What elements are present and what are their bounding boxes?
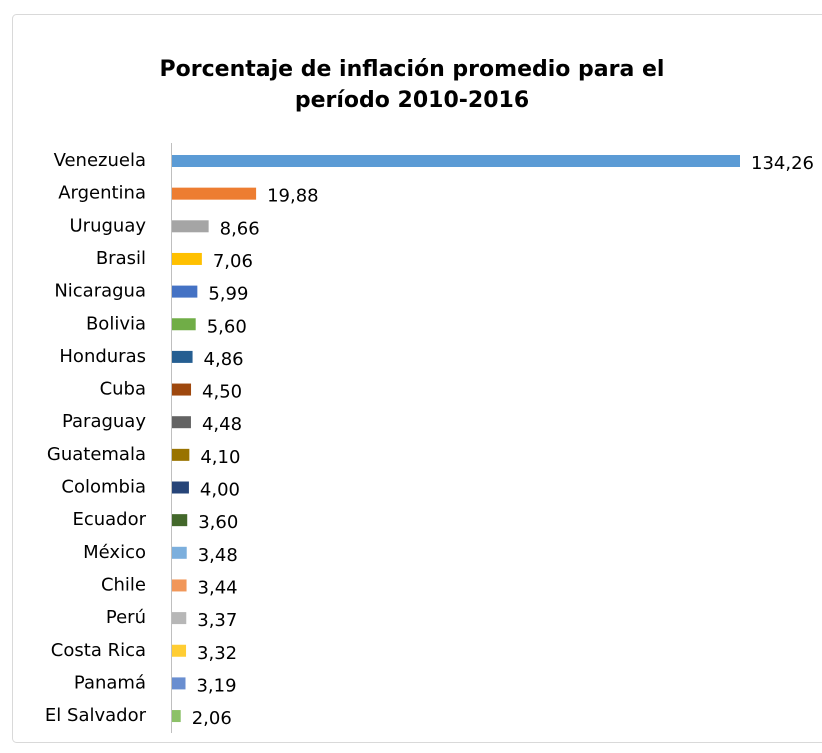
bar xyxy=(172,318,196,331)
bar xyxy=(172,448,190,461)
value-label: 3,44 xyxy=(198,577,238,598)
category-label: Uruguay xyxy=(70,215,147,236)
value-label: 4,86 xyxy=(204,349,244,370)
value-label: 3,32 xyxy=(197,643,237,664)
bar xyxy=(172,285,198,298)
bar xyxy=(172,514,188,527)
value-label: 134,26 xyxy=(751,153,814,174)
bar xyxy=(172,252,202,265)
value-label: 7,06 xyxy=(213,251,253,272)
category-label: Cuba xyxy=(100,379,146,400)
chart-title: Porcentaje de inflación promedio para el… xyxy=(159,57,665,113)
bar xyxy=(172,481,189,494)
bar xyxy=(172,350,193,363)
category-label: Ecuador xyxy=(72,509,146,530)
category-label: Panamá xyxy=(74,672,146,693)
value-label: 4,00 xyxy=(200,480,240,501)
bar xyxy=(172,383,192,396)
category-label: Argentina xyxy=(58,183,146,204)
category-label: Perú xyxy=(106,607,146,628)
value-label: 2,06 xyxy=(192,708,232,729)
chart-border xyxy=(12,14,822,743)
category-label: Colombia xyxy=(61,477,146,498)
bar xyxy=(172,546,187,559)
category-label: Paraguay xyxy=(62,411,146,432)
value-label: 4,48 xyxy=(202,414,242,435)
value-label: 19,88 xyxy=(267,186,319,207)
category-label: Chile xyxy=(101,574,146,595)
value-label: 3,19 xyxy=(196,675,236,696)
value-label: 3,48 xyxy=(198,545,238,566)
bar xyxy=(172,612,187,625)
category-label: Bolivia xyxy=(86,313,146,334)
category-label: Nicaragua xyxy=(54,281,146,302)
category-label: Costa Rica xyxy=(51,640,146,661)
bar xyxy=(172,155,740,167)
bar xyxy=(172,220,209,233)
bar xyxy=(172,710,181,723)
value-label: 4,50 xyxy=(202,382,242,403)
category-label: Honduras xyxy=(59,346,146,367)
bar xyxy=(172,579,187,592)
value-label: 5,60 xyxy=(207,316,247,337)
bar xyxy=(172,187,257,200)
bar xyxy=(172,677,186,690)
value-label: 3,60 xyxy=(198,512,238,533)
category-label: Brasil xyxy=(96,248,146,269)
bar xyxy=(172,644,187,657)
value-label: 8,66 xyxy=(220,218,260,239)
category-label: Venezuela xyxy=(54,150,146,171)
category-label: El Salvador xyxy=(45,705,147,726)
bar xyxy=(172,416,191,429)
category-label: Guatemala xyxy=(47,444,146,465)
value-label: 4,10 xyxy=(200,447,240,468)
value-label: 3,37 xyxy=(197,610,237,631)
value-label: 5,99 xyxy=(208,284,248,305)
category-label: México xyxy=(83,542,146,563)
